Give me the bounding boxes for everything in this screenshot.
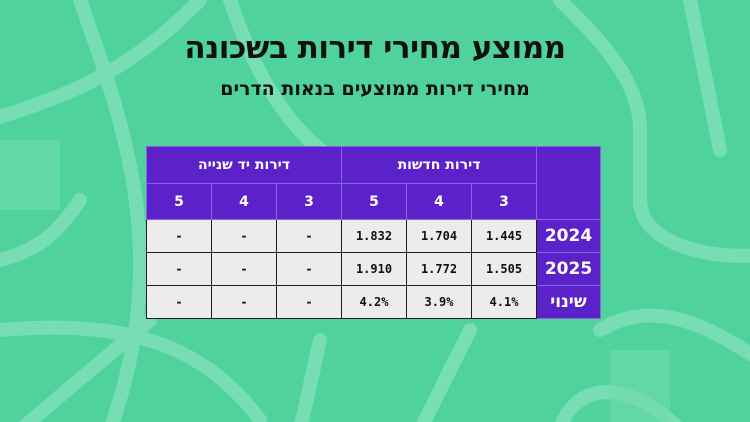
table-cell: - <box>211 285 277 319</box>
rooms-header: 5 <box>146 183 212 220</box>
rooms-header: 3 <box>471 183 537 220</box>
table-cell: 1.445 <box>471 219 537 253</box>
table-cell: - <box>146 219 212 253</box>
group-header-row: דירות יד שנייה דירות חדשות <box>146 146 601 220</box>
table-cell: 1.832 <box>341 219 407 253</box>
page-title: ממוצע מחירי דירות בשכונה <box>184 30 566 66</box>
table-cell: 1.505 <box>471 252 537 286</box>
table-cell: 3.9% <box>406 285 472 319</box>
rooms-header: 3 <box>276 183 342 220</box>
table-cell: 4.1% <box>471 285 537 319</box>
table-cell: - <box>211 219 277 253</box>
table-cell: - <box>276 219 342 253</box>
rooms-header: 5 <box>341 183 407 220</box>
table-cell: - <box>146 285 212 319</box>
row-label: 2025 <box>536 252 601 286</box>
table-cell: 1.772 <box>406 252 472 286</box>
table-cell: - <box>276 285 342 319</box>
table-row: - - - 1.910 1.772 1.505 2025 <box>146 252 601 286</box>
page-subtitle: מחירי דירות ממוצעים בנאות הדרים <box>220 78 530 100</box>
corner-cell <box>536 146 601 220</box>
rooms-header: 4 <box>406 183 472 220</box>
group-header-new: דירות חדשות <box>341 146 537 184</box>
table-row: - - - 4.2% 3.9% 4.1% שינוי <box>146 285 601 319</box>
group-header-second-hand: דירות יד שנייה <box>146 146 342 184</box>
table-cell: 1.704 <box>406 219 472 253</box>
table-row: - - - 1.832 1.704 1.445 2024 <box>146 219 601 253</box>
price-table: דירות יד שנייה דירות חדשות 5 4 3 5 4 3 -… <box>146 146 601 319</box>
table-cell: - <box>146 252 212 286</box>
table-cell: 1.910 <box>341 252 407 286</box>
table-cell: - <box>276 252 342 286</box>
rooms-header: 4 <box>211 183 277 220</box>
table-cell: - <box>211 252 277 286</box>
table-cell: 4.2% <box>341 285 407 319</box>
rooms-header-row: 5 4 3 5 4 3 <box>146 183 601 220</box>
row-label: 2024 <box>536 219 601 253</box>
row-label: שינוי <box>536 285 601 319</box>
